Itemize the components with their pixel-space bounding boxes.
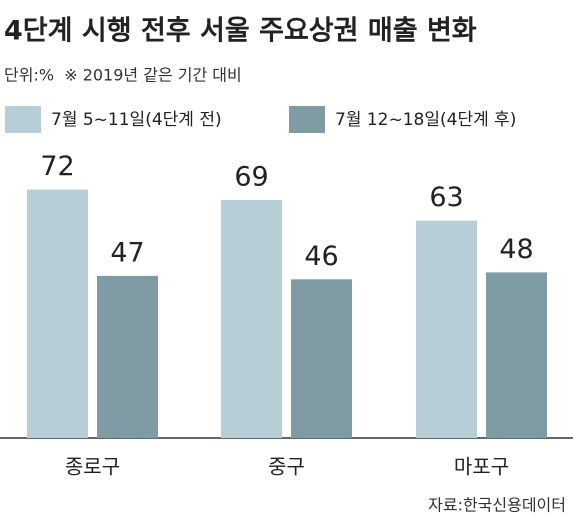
legend-label: 7월 5~11일(4단계 전)	[51, 110, 222, 130]
legend-label: 7월 12~18일(4단계 후)	[335, 110, 516, 130]
chart-title: 4단계 시행 전후 서울 주요상권 매출 변화	[4, 16, 477, 47]
x-tick-label: 중구	[268, 455, 305, 479]
bar	[486, 272, 547, 438]
legend-swatch	[5, 106, 41, 133]
x-tick-label: 종로구	[65, 455, 120, 479]
value-label: 69	[234, 161, 268, 192]
bar	[97, 275, 158, 438]
chart-subtitle: 단위:% ※ 2019년 같은 기간 대비	[4, 66, 242, 85]
bar	[416, 220, 477, 438]
value-label: 72	[40, 151, 74, 182]
source: 자료:한국신용데이터	[428, 496, 566, 515]
bar	[221, 199, 282, 438]
bar	[27, 189, 88, 438]
value-label: 48	[499, 234, 533, 265]
value-label: 63	[429, 182, 463, 213]
value-label: 47	[110, 237, 144, 268]
value-label: 46	[304, 241, 338, 272]
bar	[291, 279, 352, 438]
legend-swatch	[289, 106, 325, 133]
x-tick-label: 마포구	[454, 455, 509, 479]
